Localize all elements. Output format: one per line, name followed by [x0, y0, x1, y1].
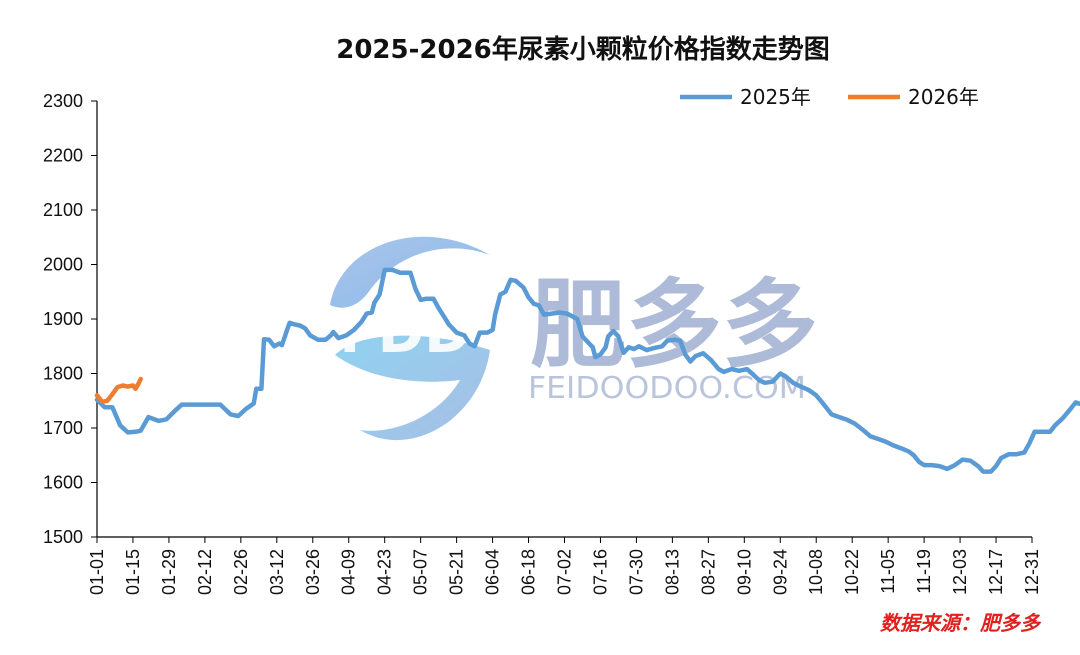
- x-tick-label: 04-23: [375, 549, 395, 595]
- x-tick-label: 06-18: [519, 549, 539, 595]
- y-axis-ticks: 1500 1600 1700 1800 1900 2000 2100 2200 2300: [43, 91, 97, 547]
- watermark: FDD 肥多多 FEIDOODOO.COM: [330, 236, 818, 441]
- watermark-logo-text: FDD: [339, 301, 470, 366]
- x-tick-label: 01-15: [123, 549, 143, 595]
- x-tick-label: 08-13: [662, 549, 682, 595]
- x-tick-label: 04-09: [339, 549, 359, 595]
- x-tick-label: 12-17: [986, 549, 1006, 595]
- x-axis-ticks: 01-01 01-15 01-29 02-12 02-26 03-12 03-26 04-09…: [87, 537, 1042, 595]
- x-tick-label: 12-31: [1022, 549, 1042, 595]
- y-tick-label: 1700: [43, 418, 83, 438]
- x-tick-label: 08-27: [698, 549, 718, 595]
- y-tick-label: 1800: [43, 364, 83, 384]
- x-tick-label: 03-26: [303, 549, 323, 595]
- y-tick-label: 2200: [43, 146, 83, 166]
- series-lines: [94, 267, 1080, 474]
- x-tick-label: 03-12: [267, 549, 287, 595]
- chart-title: 2025-2026年尿素小颗粒价格指数走势图: [336, 34, 830, 65]
- x-tick-label: 07-30: [626, 549, 646, 595]
- x-tick-label: 05-21: [447, 549, 467, 595]
- x-tick-label: 09-10: [734, 549, 754, 595]
- x-tick-label: 11-19: [914, 549, 934, 594]
- series-line-2026: [94, 376, 143, 405]
- x-tick-label: 02-12: [195, 549, 215, 595]
- x-tick-label: 07-16: [590, 549, 610, 595]
- watermark-logo-icon: FDD: [330, 236, 490, 441]
- x-tick-label: 11-05: [878, 549, 898, 594]
- x-tick-label: 09-24: [770, 549, 790, 595]
- x-tick-label: 12-03: [950, 549, 970, 595]
- x-tick-label: 10-08: [806, 549, 826, 595]
- legend-label: 2025年: [740, 85, 811, 109]
- y-tick-label: 2100: [43, 200, 83, 220]
- watermark-name: 肥多多: [530, 269, 818, 381]
- x-tick-label: 02-26: [231, 549, 251, 595]
- legend: 2025年 2026年: [680, 85, 979, 109]
- x-tick-label: 10-22: [842, 549, 862, 595]
- legend-label: 2026年: [908, 85, 979, 109]
- y-tick-label: 2000: [43, 255, 83, 275]
- x-tick-label: 01-01: [87, 549, 107, 595]
- x-tick-label: 05-07: [411, 549, 431, 595]
- y-tick-label: 1600: [43, 473, 83, 493]
- y-tick-label: 1500: [43, 527, 83, 547]
- y-tick-label: 2300: [43, 91, 83, 111]
- x-tick-label: 07-02: [555, 549, 575, 595]
- x-tick-label: 06-04: [483, 549, 503, 595]
- source-note: 数据来源：肥多多: [880, 611, 1042, 635]
- watermark-url: FEIDOODOO.COM: [528, 371, 806, 406]
- series-line-2025: [94, 267, 1080, 474]
- x-tick-label: 01-29: [159, 549, 179, 595]
- y-tick-label: 1900: [43, 309, 83, 329]
